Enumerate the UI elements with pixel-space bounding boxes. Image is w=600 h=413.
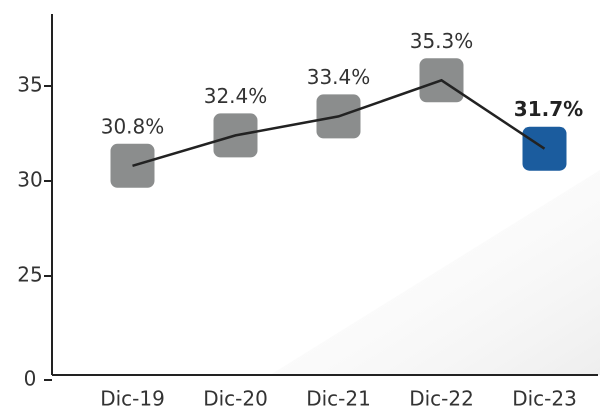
y-tick-label: 35 — [17, 73, 42, 97]
x-tick-label: Dic-23 — [512, 387, 577, 411]
value-label: 31.7% — [514, 97, 583, 121]
value-label: 33.4% — [307, 65, 371, 89]
value-label: 30.8% — [101, 114, 165, 138]
y-tick-label: 25 — [17, 263, 42, 287]
x-tick-label: Dic-20 — [203, 387, 268, 411]
background-shade — [270, 170, 600, 375]
value-label: 35.3% — [410, 29, 474, 53]
value-label: 32.4% — [204, 84, 268, 108]
y-tick-label: 0 — [24, 367, 37, 391]
x-tick-label: Dic-22 — [409, 387, 474, 411]
line — [132, 78, 546, 167]
x-tick-label: Dic-19 — [100, 387, 165, 411]
x-tick-label: Dic-21 — [306, 387, 371, 411]
y-tick-label: 30 — [17, 168, 42, 192]
